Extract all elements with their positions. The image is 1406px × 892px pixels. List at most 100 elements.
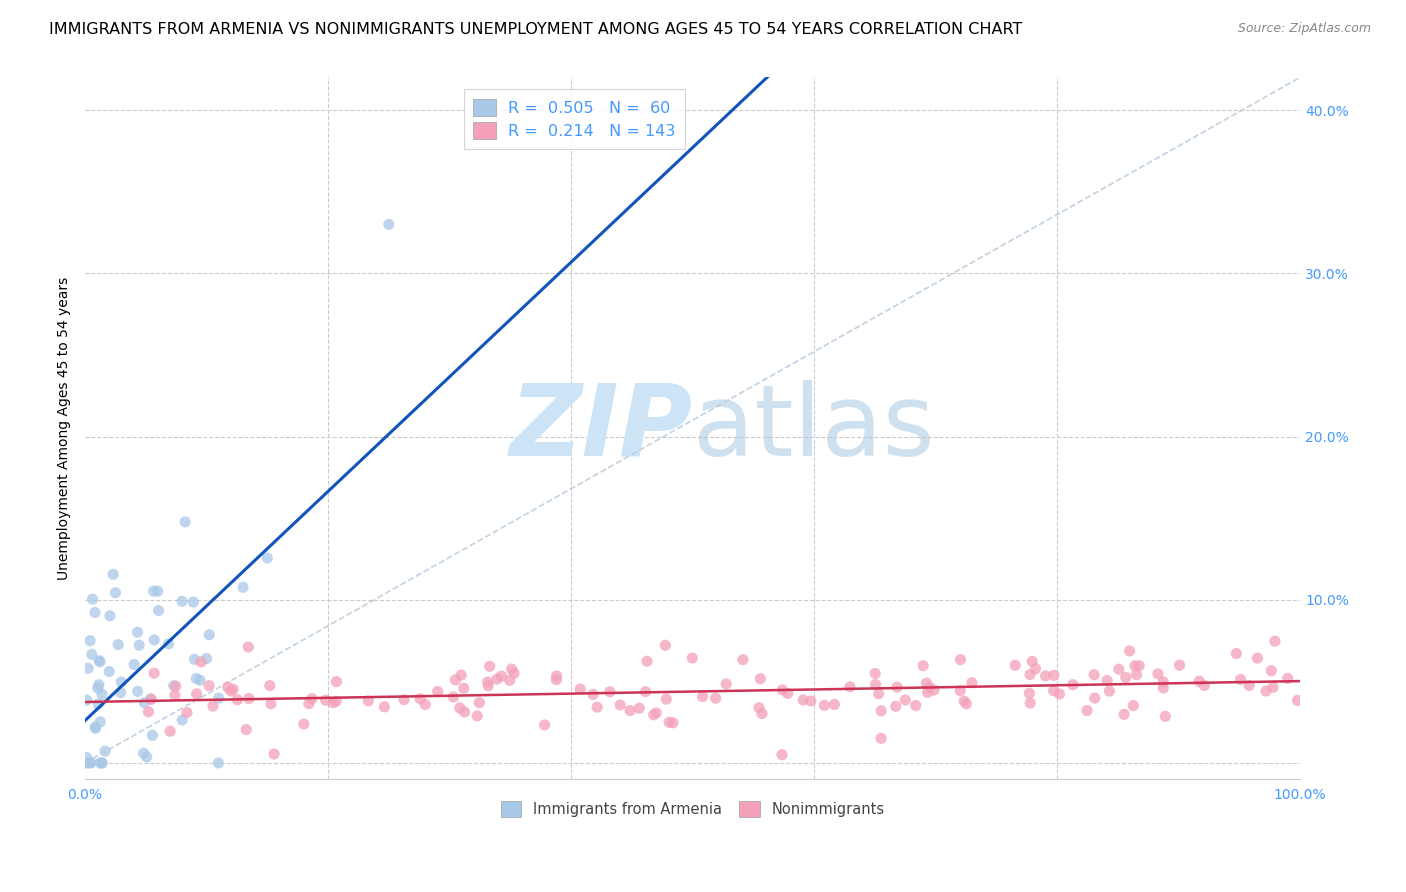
Point xyxy=(298,697,321,711)
Y-axis label: Unemployment Among Ages 45 to 54 years: Unemployment Among Ages 45 to 54 years xyxy=(58,277,72,580)
Point xyxy=(1125,667,1147,681)
Point xyxy=(1025,662,1047,676)
Point xyxy=(1154,709,1177,723)
Point xyxy=(1152,674,1174,689)
Point xyxy=(183,595,205,609)
Point xyxy=(135,750,157,764)
Point xyxy=(1168,658,1191,673)
Point xyxy=(922,683,945,698)
Legend: Immigrants from Armenia, Nonimmigrants: Immigrants from Armenia, Nonimmigrants xyxy=(494,794,891,824)
Point xyxy=(868,687,890,701)
Point xyxy=(533,718,555,732)
Point xyxy=(98,608,121,623)
Point xyxy=(714,677,737,691)
Point xyxy=(1229,673,1251,687)
Point xyxy=(232,580,254,594)
Point xyxy=(870,731,893,746)
Point xyxy=(142,584,165,599)
Point xyxy=(76,693,98,707)
Point xyxy=(146,584,169,599)
Point xyxy=(468,696,491,710)
Point xyxy=(260,697,283,711)
Point xyxy=(949,653,972,667)
Point xyxy=(1115,670,1137,684)
Point xyxy=(183,652,205,666)
Point xyxy=(315,693,337,707)
Point xyxy=(409,691,432,706)
Point xyxy=(582,687,605,701)
Point xyxy=(86,681,108,695)
Point xyxy=(863,666,886,681)
Point xyxy=(201,699,224,714)
Point xyxy=(813,698,835,713)
Point xyxy=(84,720,107,734)
Point xyxy=(450,668,472,682)
Point xyxy=(1042,683,1064,698)
Point xyxy=(453,705,475,719)
Point xyxy=(157,637,180,651)
Point xyxy=(426,684,449,698)
Point xyxy=(89,654,111,668)
Point xyxy=(292,717,315,731)
Point xyxy=(235,723,257,737)
Point xyxy=(165,679,187,693)
Point xyxy=(654,638,676,652)
Text: ZIP: ZIP xyxy=(509,380,693,477)
Point xyxy=(1188,674,1211,689)
Point xyxy=(94,744,117,758)
Point xyxy=(748,700,770,714)
Point xyxy=(749,672,772,686)
Point xyxy=(501,662,523,676)
Point xyxy=(170,594,193,608)
Point xyxy=(301,691,323,706)
Point xyxy=(198,628,221,642)
Point xyxy=(1019,696,1042,710)
Point xyxy=(776,686,799,700)
Point xyxy=(465,709,488,723)
Point xyxy=(127,625,149,640)
Point xyxy=(1021,654,1043,668)
Point xyxy=(89,714,111,729)
Point xyxy=(870,704,893,718)
Point xyxy=(110,675,132,690)
Point xyxy=(1047,687,1070,701)
Point xyxy=(128,638,150,652)
Point xyxy=(238,691,260,706)
Point xyxy=(208,691,231,706)
Point xyxy=(325,674,347,689)
Point xyxy=(79,633,101,648)
Point xyxy=(259,679,281,693)
Point xyxy=(1246,651,1268,665)
Point xyxy=(586,700,609,714)
Point xyxy=(1018,686,1040,700)
Text: atlas: atlas xyxy=(693,380,934,477)
Point xyxy=(917,685,939,699)
Point xyxy=(104,585,127,599)
Point xyxy=(1254,684,1277,698)
Point xyxy=(444,673,467,687)
Point xyxy=(77,661,100,675)
Point xyxy=(413,698,436,712)
Point xyxy=(1152,681,1174,695)
Point xyxy=(953,694,976,708)
Point xyxy=(188,673,211,688)
Point xyxy=(87,697,110,711)
Point xyxy=(731,653,754,667)
Point xyxy=(453,681,475,695)
Point xyxy=(1062,678,1084,692)
Text: IMMIGRANTS FROM ARMENIA VS NONIMMIGRANTS UNEMPLOYMENT AMONG AGES 45 TO 54 YEARS : IMMIGRANTS FROM ARMENIA VS NONIMMIGRANTS… xyxy=(49,22,1022,37)
Point xyxy=(84,606,107,620)
Point xyxy=(478,659,501,673)
Point xyxy=(904,698,927,713)
Point xyxy=(886,680,908,694)
Point xyxy=(609,698,631,712)
Point xyxy=(894,693,917,707)
Point xyxy=(141,728,163,742)
Point xyxy=(477,679,499,693)
Point xyxy=(636,654,658,668)
Point xyxy=(91,687,114,701)
Point xyxy=(839,680,862,694)
Point xyxy=(658,715,681,730)
Point xyxy=(207,756,229,770)
Point xyxy=(256,551,278,566)
